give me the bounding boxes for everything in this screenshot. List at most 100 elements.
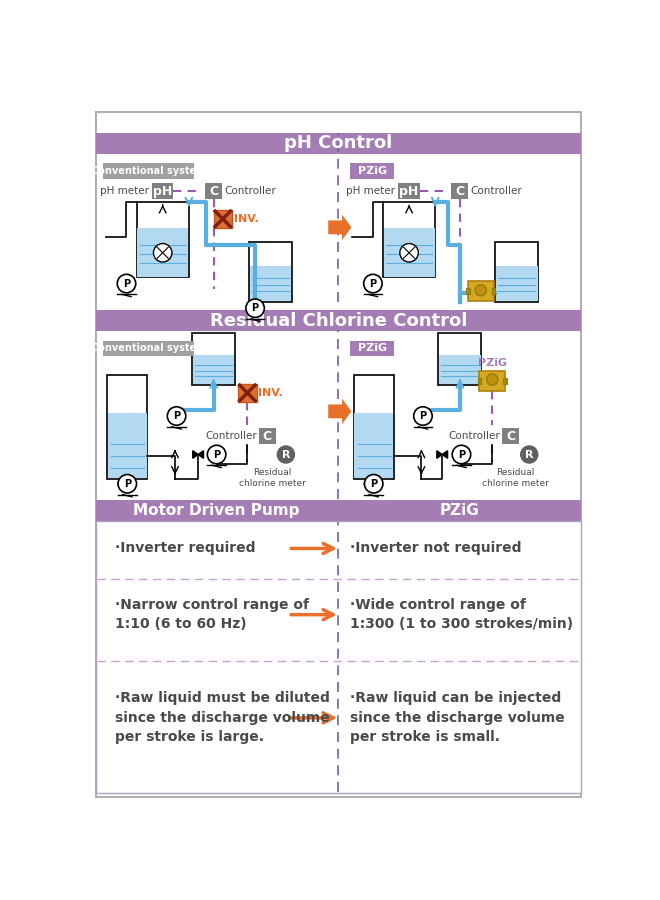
Bar <box>137 202 189 277</box>
Bar <box>354 375 393 479</box>
Bar <box>259 428 276 444</box>
Bar <box>502 428 519 444</box>
Bar <box>479 371 506 391</box>
Text: ·Narrow control range of
1:10 (6 to 60 Hz): ·Narrow control range of 1:10 (6 to 60 H… <box>115 598 309 632</box>
Text: INV.: INV. <box>258 388 283 398</box>
Bar <box>438 333 481 385</box>
Text: P: P <box>370 279 376 289</box>
Text: pH meter: pH meter <box>346 186 395 196</box>
Text: ·Inverter not required: ·Inverter not required <box>350 542 521 555</box>
Bar <box>107 375 147 479</box>
Bar <box>467 288 469 294</box>
Circle shape <box>277 446 295 464</box>
Bar <box>137 229 188 276</box>
Bar <box>96 310 581 331</box>
Text: pH meter: pH meter <box>100 186 148 196</box>
Bar <box>350 164 395 179</box>
Text: Controller: Controller <box>471 186 523 196</box>
Bar <box>504 378 507 383</box>
Bar <box>104 164 194 179</box>
Bar <box>496 266 538 302</box>
Circle shape <box>167 407 185 425</box>
Bar <box>96 132 581 154</box>
Circle shape <box>117 274 136 292</box>
Text: PZiG: PZiG <box>466 310 495 320</box>
Bar <box>468 281 494 302</box>
Text: Residual
chlorine meter: Residual chlorine meter <box>240 468 306 488</box>
Circle shape <box>414 407 432 425</box>
Text: PZiG: PZiG <box>358 166 387 176</box>
Text: ·Raw liquid must be diluted
since the discharge volume
per stroke is large.: ·Raw liquid must be diluted since the di… <box>115 691 330 744</box>
Bar <box>96 500 338 521</box>
Bar <box>205 184 222 199</box>
Bar <box>249 266 291 302</box>
Text: Controller: Controller <box>205 431 257 441</box>
Bar <box>383 202 436 277</box>
Text: Motor Driven Pump: Motor Driven Pump <box>133 503 300 518</box>
Bar <box>108 413 147 479</box>
Text: pH Control: pH Control <box>284 134 393 152</box>
Text: P: P <box>251 303 259 313</box>
Circle shape <box>118 474 137 493</box>
Text: C: C <box>263 429 272 443</box>
Text: P: P <box>419 411 426 421</box>
Text: Conventional system: Conventional system <box>91 166 207 176</box>
Bar <box>354 413 393 479</box>
Text: R: R <box>282 449 290 460</box>
Bar <box>338 500 581 521</box>
Text: PZiG: PZiG <box>358 343 387 353</box>
Text: INV.: INV. <box>234 214 258 224</box>
Circle shape <box>364 474 383 493</box>
Bar <box>492 288 495 294</box>
Bar <box>152 184 174 199</box>
Circle shape <box>207 446 226 464</box>
Bar <box>192 333 235 385</box>
Text: pH: pH <box>153 184 172 198</box>
Bar <box>214 210 232 228</box>
Circle shape <box>153 244 172 262</box>
Bar <box>249 242 292 302</box>
Text: C: C <box>506 429 515 443</box>
Circle shape <box>364 274 382 292</box>
Polygon shape <box>328 214 351 240</box>
Text: C: C <box>209 184 218 198</box>
Bar <box>383 229 434 276</box>
Text: P: P <box>123 279 130 289</box>
Text: pH: pH <box>399 184 418 198</box>
Bar <box>350 340 395 356</box>
Text: ·Inverter required: ·Inverter required <box>115 542 255 555</box>
Bar <box>439 355 480 384</box>
Bar <box>495 242 539 302</box>
Text: Controller: Controller <box>224 186 276 196</box>
Circle shape <box>452 446 471 464</box>
Text: PZiG: PZiG <box>440 503 479 518</box>
Bar <box>104 340 194 356</box>
Bar <box>451 184 469 199</box>
Text: PZiG: PZiG <box>478 358 507 368</box>
Text: ·Wide control range of
1:300 (1 to 300 strokes/min): ·Wide control range of 1:300 (1 to 300 s… <box>350 598 573 632</box>
Text: P: P <box>173 411 180 421</box>
Text: ·Raw liquid can be injected
since the discharge volume
per stroke is small.: ·Raw liquid can be injected since the di… <box>350 691 564 744</box>
Text: P: P <box>370 479 378 489</box>
Circle shape <box>400 244 418 262</box>
Text: Conventional system: Conventional system <box>91 343 207 353</box>
Bar <box>238 383 257 402</box>
Text: R: R <box>525 449 533 460</box>
Circle shape <box>475 284 486 296</box>
Text: Residual
chlorine meter: Residual chlorine meter <box>482 468 548 488</box>
Circle shape <box>520 446 539 464</box>
Bar <box>399 184 420 199</box>
Text: C: C <box>455 184 465 198</box>
Text: Residual Chlorine Control: Residual Chlorine Control <box>210 311 467 329</box>
Polygon shape <box>437 451 447 458</box>
Circle shape <box>246 299 264 318</box>
Text: P: P <box>123 479 131 489</box>
Circle shape <box>486 374 498 385</box>
Bar <box>478 378 481 383</box>
Bar <box>96 521 581 793</box>
Polygon shape <box>328 399 351 424</box>
Bar <box>193 355 234 384</box>
Text: P: P <box>458 449 465 460</box>
Polygon shape <box>193 451 203 458</box>
Text: Controller: Controller <box>448 431 500 441</box>
